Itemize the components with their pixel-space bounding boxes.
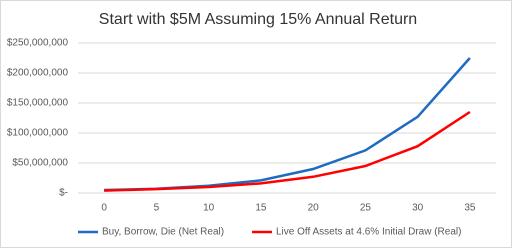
- y-tick-label: $100,000,000: [7, 128, 69, 139]
- series-line: [104, 110, 471, 192]
- x-tick-label: 15: [255, 203, 267, 214]
- y-tick-label: $200,000,000: [7, 68, 69, 79]
- y-tick-label: $50,000,000: [12, 158, 68, 169]
- chart-title: Start with $5M Assuming 15% Annual Retur…: [99, 11, 417, 28]
- x-tick-label: 10: [203, 203, 215, 214]
- y-tick-label: $150,000,000: [7, 98, 69, 109]
- x-tick-label: 30: [412, 203, 424, 214]
- y-tick-label: $250,000,000: [7, 38, 69, 49]
- x-tick-label: 5: [154, 203, 160, 214]
- x-tick-label: 0: [101, 203, 107, 214]
- x-tick-label: 35: [464, 203, 476, 214]
- y-tick-label: $-: [59, 188, 68, 199]
- legend-label: Live Off Assets at 4.6% Initial Draw (Re…: [276, 227, 461, 238]
- x-tick-label: 20: [308, 203, 320, 214]
- x-tick-label: 25: [360, 203, 372, 214]
- legend-label: Buy, Borrow, Die (Net Real): [102, 227, 224, 238]
